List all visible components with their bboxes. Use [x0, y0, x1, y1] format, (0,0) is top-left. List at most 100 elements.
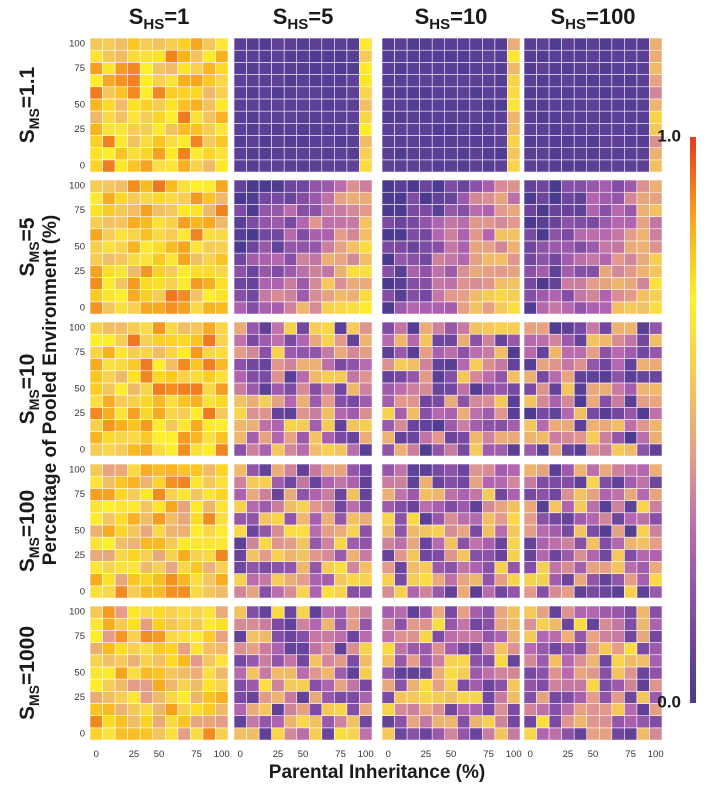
heatmap-cell: [346, 346, 360, 359]
heatmap-cell: [321, 289, 335, 303]
heatmap-cell: [419, 135, 433, 148]
heatmap-cell: [636, 370, 650, 384]
heatmap-cell: [507, 62, 521, 75]
heatmap-cell: [536, 406, 550, 420]
heatmap-panel: [89, 321, 229, 457]
heatmap-cell: [573, 488, 588, 501]
heatmap-cell: [394, 488, 408, 501]
heatmap-cell: [419, 475, 433, 489]
heatmap-cell: [152, 122, 166, 136]
heatmap-cell: [359, 159, 373, 173]
heatmap-cell: [89, 37, 103, 51]
heatmap-cell: [611, 573, 625, 587]
heatmap-cell: [444, 122, 458, 136]
heatmap-cell: [359, 86, 373, 100]
heatmap-cell: [233, 49, 247, 63]
heatmap-cell: [283, 463, 298, 477]
heatmap-cell: [296, 370, 310, 384]
heatmap-cell: [456, 406, 471, 420]
heatmap-cell: [346, 642, 360, 656]
heatmap-cell: [598, 74, 613, 88]
heatmap-cell: [548, 406, 562, 420]
heatmap-cell: [573, 216, 588, 230]
heatmap-cell: [431, 512, 446, 526]
heatmap-cell: [598, 690, 613, 704]
heatmap-cell: [258, 561, 272, 574]
heatmap-cell: [431, 333, 446, 347]
heatmap-cell: [127, 216, 141, 230]
heatmap-cell: [586, 617, 600, 631]
heatmap-cell: [346, 49, 360, 63]
heatmap-cell: [536, 277, 550, 290]
heatmap-cell: [381, 406, 395, 420]
heatmap-cell: [561, 264, 575, 278]
heatmap-cell: [636, 431, 650, 445]
heatmap-cell: [419, 690, 433, 704]
heatmap-cell: [649, 147, 663, 161]
heatmap-cell: [649, 333, 663, 347]
heatmap-cell: [190, 252, 204, 266]
heatmap-cell: [649, 252, 663, 266]
heatmap-cell: [636, 289, 650, 303]
heatmap-cell: [215, 630, 229, 643]
heatmap-cell: [359, 666, 373, 680]
heatmap-cell: [308, 382, 323, 396]
heatmap-cell: [334, 475, 348, 489]
heatmap-cell: [624, 463, 638, 477]
heatmap-cell: [271, 277, 285, 290]
heatmap-cell: [233, 147, 247, 161]
heatmap-cell: [202, 252, 216, 266]
heatmap-cell: [507, 666, 521, 680]
heatmap-cell: [548, 370, 562, 384]
heatmap-cell: [308, 135, 323, 148]
heatmap-cell: [523, 240, 537, 254]
heatmap-cell: [359, 179, 373, 193]
heatmap-cell: [561, 394, 575, 408]
heatmap-cell: [469, 642, 483, 656]
heatmap-cell: [152, 443, 166, 457]
heatmap-cell: [334, 159, 348, 173]
heatmap-cell: [406, 573, 420, 587]
heatmap-cell: [561, 463, 575, 477]
heatmap-cell: [469, 536, 483, 550]
heatmap-cell: [139, 561, 154, 574]
heatmap-cell: [406, 264, 420, 278]
heatmap-cell: [406, 191, 420, 205]
heatmap-cell: [482, 122, 496, 136]
heatmap-cell: [102, 605, 116, 619]
heatmap-cell: [561, 666, 575, 680]
heatmap-cell: [334, 605, 348, 619]
heatmap-cell: [381, 110, 395, 124]
heatmap-cell: [536, 264, 550, 278]
heatmap-cell: [246, 488, 260, 501]
heatmap-cell: [406, 548, 420, 562]
heatmap-cell: [334, 642, 348, 656]
heatmap-cell: [258, 370, 272, 384]
heatmap-cell: [321, 642, 335, 656]
heatmap-cell: [611, 642, 625, 656]
heatmap-cell: [308, 110, 323, 124]
heatmap-cell: [334, 443, 348, 457]
heatmap-cell: [190, 394, 204, 408]
heatmap-cell: [523, 264, 537, 278]
heatmap-cell: [359, 301, 373, 315]
heatmap-cell: [190, 321, 204, 335]
heatmap-cell: [233, 216, 247, 230]
heatmap-cell: [523, 74, 537, 88]
heatmap-cell: [536, 240, 550, 254]
heatmap-cell: [177, 37, 191, 51]
heatmap-cell: [164, 703, 179, 716]
heatmap-cell: [102, 406, 116, 420]
heatmap-cell: [561, 147, 575, 161]
heatmap-cell: [359, 585, 373, 599]
heatmap-cell: [114, 548, 128, 562]
heatmap-cell: [611, 62, 625, 75]
heatmap-cell: [419, 264, 433, 278]
heatmap-cell: [456, 475, 471, 489]
heatmap-cell: [296, 463, 310, 477]
heatmap-cell: [127, 37, 141, 51]
heatmap-cell: [494, 690, 508, 704]
heatmap-cell: [202, 666, 216, 680]
heatmap-cell: [114, 561, 128, 574]
heatmap-cell: [548, 346, 562, 359]
